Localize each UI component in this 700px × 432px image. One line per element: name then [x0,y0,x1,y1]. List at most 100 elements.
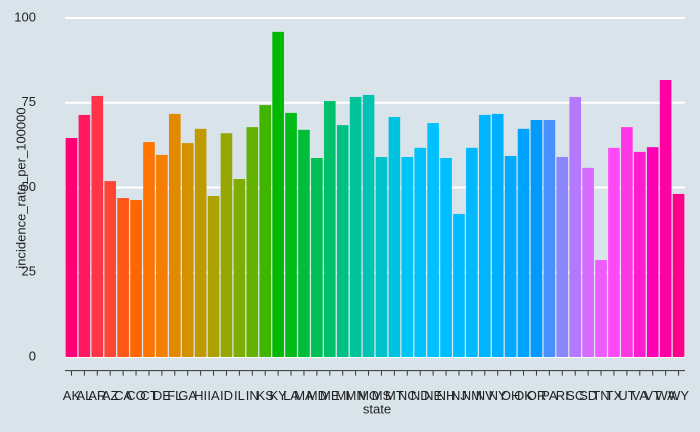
bar [311,158,323,358]
x-tick-label: RI [556,388,569,403]
y-axis-title: incidence_rate_per_100000 [13,107,28,268]
bar [336,125,349,358]
bar [621,127,633,358]
x-tick-label: CT [140,388,157,403]
bar [388,116,401,358]
x-tick-label: SC [566,388,584,403]
x-tick-label: WY [668,388,689,403]
x-tick-label: GA [178,388,197,403]
x-tick-label: CO [126,388,146,403]
x-tick-label: AL [76,388,92,403]
bar [246,127,259,358]
x-tick-label: MS [372,388,392,403]
bar [194,128,207,358]
bar [608,147,620,358]
x-tick-label: MA [294,388,314,403]
bar [259,105,272,358]
bar [156,154,168,358]
y-tick-label: 100 [14,9,36,24]
x-tick-label: NM [462,388,482,403]
x-tick-label: SD [579,388,597,403]
x-tick-label: ND [411,388,430,403]
x-tick-label: NH [437,388,456,403]
y-tick-label: 50 [22,179,36,194]
bar [569,96,582,358]
x-tick-label: HI [194,388,207,403]
x-tick-label: IA [207,388,220,403]
bar [130,200,142,358]
x-tick-label: NC [398,388,417,403]
x-tick-label: CA [114,388,132,403]
bar [207,195,220,358]
bar [220,133,233,358]
bar [117,198,129,358]
bar [582,167,594,358]
x-tick-label: MN [346,388,366,403]
y-tick-label: 75 [22,94,36,109]
x-tick-label: AZ [102,388,119,403]
bar [646,147,659,358]
bar [323,101,336,358]
x-tick-label: IN [246,388,259,403]
bar [478,114,491,358]
bar [181,143,194,358]
bar [556,156,569,358]
bar [233,179,246,358]
x-tick-label: UT [618,388,635,403]
x-tick-label: ID [220,388,233,403]
bar [530,120,543,358]
x-tick-label: DE [153,388,171,403]
x-tick-label: IL [234,388,245,403]
x-tick-label: OK [514,388,533,403]
x-tick-label: AK [63,388,81,403]
x-tick-label: NE [424,388,442,403]
bar [143,142,155,358]
x-tick-label: MT [385,388,404,403]
x-tick-label: MI [335,388,349,403]
bar [440,158,452,358]
x-axis-title: state [363,401,391,416]
bar [633,151,646,358]
x-tick-label: TX [606,388,623,403]
bar [414,147,427,358]
x-tick-label: VA [632,388,649,403]
bar [401,156,414,358]
bar [517,128,530,358]
bar [298,129,310,358]
bar [659,80,672,358]
x-tick-label: WA [655,388,676,403]
bar [453,213,465,358]
bar [91,95,104,358]
bar [427,123,439,358]
x-tick-label: KY [269,388,287,403]
x-tick-label: OR [527,388,547,403]
bar [78,114,91,358]
x-tick-label: LA [283,388,299,403]
bar [349,96,362,358]
x-tick-label: NV [476,388,494,403]
bar [672,193,685,358]
bar [285,112,297,358]
x-tick-label: OH [501,388,521,403]
bar [168,113,181,358]
x-tick-label: AR [88,388,106,403]
bar [272,31,284,358]
x-tick-label: MD [307,388,327,403]
x-tick-label: KS [257,388,275,403]
bar [543,120,556,358]
bar [104,181,117,358]
y-tick-label: 0 [29,348,36,363]
bar [65,137,78,358]
x-tick-label: NJ [451,388,467,403]
bar [491,113,504,358]
bar [595,260,607,358]
bar [466,147,478,358]
bar [375,156,388,358]
x-tick-label: TN [592,388,609,403]
bar [362,94,375,358]
x-tick-label: VT [644,388,661,403]
x-tick-label: ME [320,388,340,403]
x-tick-label: FL [167,388,182,403]
